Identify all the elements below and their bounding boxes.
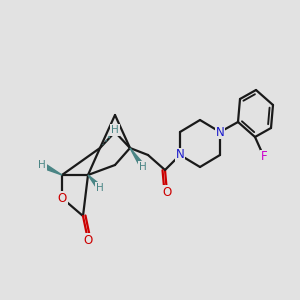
Text: H: H: [96, 183, 104, 193]
Text: O: O: [162, 185, 172, 199]
Polygon shape: [130, 148, 145, 168]
Text: O: O: [83, 233, 93, 247]
Text: N: N: [176, 148, 184, 161]
Text: N: N: [216, 125, 224, 139]
Text: H: H: [139, 162, 147, 172]
Polygon shape: [88, 175, 102, 190]
Text: H: H: [111, 125, 119, 135]
Text: H: H: [38, 160, 46, 170]
Text: O: O: [57, 191, 67, 205]
Polygon shape: [41, 163, 62, 175]
Text: F: F: [261, 151, 267, 164]
